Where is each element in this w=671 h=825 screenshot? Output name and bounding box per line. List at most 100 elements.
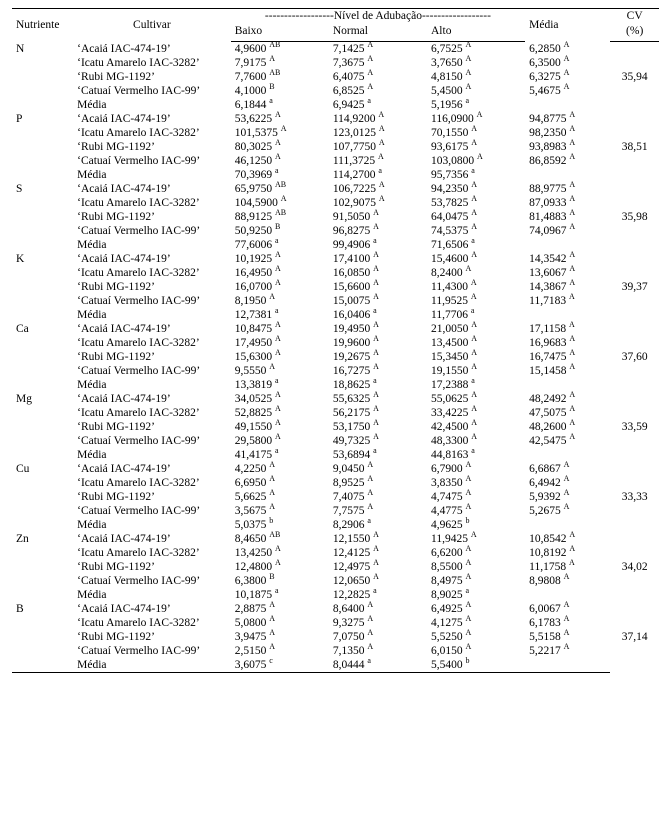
nutrient-cell: N bbox=[12, 42, 73, 57]
baixo-cell: 46,1250 A bbox=[231, 154, 329, 168]
cultivar-cell: ‘Catuaí Vermelho IAC-99’ bbox=[73, 224, 231, 238]
cultivar-cell: ‘Icatu Amarelo IAC-3282’ bbox=[73, 616, 231, 630]
cultivar-cell: ‘Catuaí Vermelho IAC-99’ bbox=[73, 364, 231, 378]
nutrient-cell-empty bbox=[12, 266, 73, 280]
normal-cell: 7,7575 A bbox=[329, 504, 427, 518]
media-cell: 16,9683 A bbox=[525, 336, 610, 350]
alto-cell: 6,0150 A bbox=[427, 644, 525, 658]
cultivar-cell: ‘Icatu Amarelo IAC-3282’ bbox=[73, 476, 231, 490]
nutrient-cell-empty bbox=[12, 546, 73, 560]
nutrient-cell-empty bbox=[12, 630, 73, 644]
nutrient-cell-empty bbox=[12, 490, 73, 504]
cultivar-cell: ‘Icatu Amarelo IAC-3282’ bbox=[73, 546, 231, 560]
cv-cell: 37,60 bbox=[610, 322, 659, 392]
baixo-cell: 5,0800 A bbox=[231, 616, 329, 630]
nutrient-cell: Mg bbox=[12, 392, 73, 406]
media-cell: 15,1458 A bbox=[525, 364, 610, 378]
cultivar-cell: ‘Catuaí Vermelho IAC-99’ bbox=[73, 294, 231, 308]
cultivar-cell: Média bbox=[73, 448, 231, 462]
normal-cell: 16,7275 A bbox=[329, 364, 427, 378]
table-row: ‘Icatu Amarelo IAC-3282’101,5375 A123,01… bbox=[12, 126, 659, 140]
table-row: ‘Rubi MG-1192’88,9125 AB91,5050 A64,0475… bbox=[12, 210, 659, 224]
table-row: P‘Acaiá IAC-474-19’53,6225 A114,9200 A11… bbox=[12, 112, 659, 126]
baixo-cell: 6,6950 A bbox=[231, 476, 329, 490]
baixo-cell: 2,8875 A bbox=[231, 602, 329, 616]
table-row: ‘Icatu Amarelo IAC-3282’13,4250 A12,4125… bbox=[12, 546, 659, 560]
baixo-cell: 4,9600 AB bbox=[231, 42, 329, 57]
cv-cell: 35,94 bbox=[610, 42, 659, 113]
cv-cell: 33,33 bbox=[610, 462, 659, 532]
normal-cell: 8,0444 a bbox=[329, 658, 427, 673]
cv-cell: 37,14 bbox=[610, 602, 659, 673]
cultivar-cell: ‘Rubi MG-1192’ bbox=[73, 280, 231, 294]
nutrient-cell-empty bbox=[12, 588, 73, 602]
nutrient-cell-empty bbox=[12, 336, 73, 350]
nutrient-cell: Ca bbox=[12, 322, 73, 336]
normal-cell: 9,0450 A bbox=[329, 462, 427, 476]
nutrient-cell-empty bbox=[12, 308, 73, 322]
alto-cell: 103,0800 A bbox=[427, 154, 525, 168]
table-row: K‘Acaiá IAC-474-19’10,1925 A17,4100 A15,… bbox=[12, 252, 659, 266]
cultivar-cell: ‘Catuaí Vermelho IAC-99’ bbox=[73, 504, 231, 518]
nutrient-cell-empty bbox=[12, 224, 73, 238]
table-row: ‘Icatu Amarelo IAC-3282’6,6950 A8,9525 A… bbox=[12, 476, 659, 490]
header-cv: CV bbox=[610, 9, 659, 24]
table-row: ‘Rubi MG-1192’49,1550 A53,1750 A42,4500 … bbox=[12, 420, 659, 434]
nutrient-cell: Zn bbox=[12, 532, 73, 546]
table-row: ‘Catuaí Vermelho IAC-99’9,5550 A16,7275 … bbox=[12, 364, 659, 378]
nutrient-cell-empty bbox=[12, 406, 73, 420]
cultivar-cell: Média bbox=[73, 308, 231, 322]
nutrient-cell-empty bbox=[12, 616, 73, 630]
table-row: ‘Catuaí Vermelho IAC-99’46,1250 A111,372… bbox=[12, 154, 659, 168]
media-cell bbox=[525, 658, 610, 673]
nutrient-cell-empty bbox=[12, 98, 73, 112]
nutrient-cell-empty bbox=[12, 518, 73, 532]
normal-cell: 7,0750 A bbox=[329, 630, 427, 644]
alto-cell: 6,4925 A bbox=[427, 602, 525, 616]
normal-cell: 53,6894 a bbox=[329, 448, 427, 462]
header-normal: Normal bbox=[329, 23, 427, 42]
data-table: Nutriente Cultivar ------------------Nív… bbox=[12, 8, 659, 673]
cultivar-cell: ‘Catuaí Vermelho IAC-99’ bbox=[73, 434, 231, 448]
alto-cell: 6,6200 A bbox=[427, 546, 525, 560]
header-baixo: Baixo bbox=[231, 23, 329, 42]
nutrient-cell-empty bbox=[12, 658, 73, 673]
table-row: Cu‘Acaiá IAC-474-19’4,2250 A9,0450 A6,79… bbox=[12, 462, 659, 476]
header-alto: Alto bbox=[427, 23, 525, 42]
normal-cell: 12,0650 A bbox=[329, 574, 427, 588]
cultivar-cell: Média bbox=[73, 658, 231, 673]
nutrient-cell-empty bbox=[12, 364, 73, 378]
baixo-cell: 29,5800 A bbox=[231, 434, 329, 448]
cultivar-cell: ‘Icatu Amarelo IAC-3282’ bbox=[73, 56, 231, 70]
nutrient-cell-empty bbox=[12, 196, 73, 210]
table-row: ‘Rubi MG-1192’5,6625 A7,4075 A4,7475 A5,… bbox=[12, 490, 659, 504]
normal-cell: 6,8525 A bbox=[329, 84, 427, 98]
cultivar-cell: ‘Icatu Amarelo IAC-3282’ bbox=[73, 406, 231, 420]
media-cell: 87,0933 A bbox=[525, 196, 610, 210]
table-row: Média5,0375 b8,2906 a4,9625 b bbox=[12, 518, 659, 532]
media-cell: 88,9775 A bbox=[525, 182, 610, 196]
cultivar-cell: ‘Rubi MG-1192’ bbox=[73, 630, 231, 644]
table-header: Nutriente Cultivar ------------------Nív… bbox=[12, 9, 659, 42]
table-row: ‘Rubi MG-1192’12,4800 A12,4975 A8,5500 A… bbox=[12, 560, 659, 574]
nutrient-cell-empty bbox=[12, 280, 73, 294]
table-row: N‘Acaiá IAC-474-19’4,9600 AB7,1425 A6,75… bbox=[12, 42, 659, 57]
nutrient-cell: S bbox=[12, 182, 73, 196]
table-row: ‘Catuaí Vermelho IAC-99’8,1950 A15,0075 … bbox=[12, 294, 659, 308]
cultivar-cell: ‘Catuaí Vermelho IAC-99’ bbox=[73, 574, 231, 588]
baixo-cell: 4,2250 A bbox=[231, 462, 329, 476]
baixo-cell: 3,6075 c bbox=[231, 658, 329, 673]
normal-cell: 7,4075 A bbox=[329, 490, 427, 504]
table-row: Ca‘Acaiá IAC-474-19’10,8475 A19,4950 A21… bbox=[12, 322, 659, 336]
nutrient-cell-empty bbox=[12, 434, 73, 448]
baixo-cell: 6,3800 B bbox=[231, 574, 329, 588]
alto-cell: 6,7525 A bbox=[427, 42, 525, 57]
media-cell: 81,4883 A bbox=[525, 210, 610, 224]
nutrient-cell-empty bbox=[12, 420, 73, 434]
media-cell: 10,8192 A bbox=[525, 546, 610, 560]
media-cell: 5,4675 A bbox=[525, 84, 610, 98]
cultivar-cell: ‘Catuaí Vermelho IAC-99’ bbox=[73, 84, 231, 98]
media-cell: 17,1158 A bbox=[525, 322, 610, 336]
media-cell: 8,9808 A bbox=[525, 574, 610, 588]
cultivar-cell: ‘Acaiá IAC-474-19’ bbox=[73, 532, 231, 546]
